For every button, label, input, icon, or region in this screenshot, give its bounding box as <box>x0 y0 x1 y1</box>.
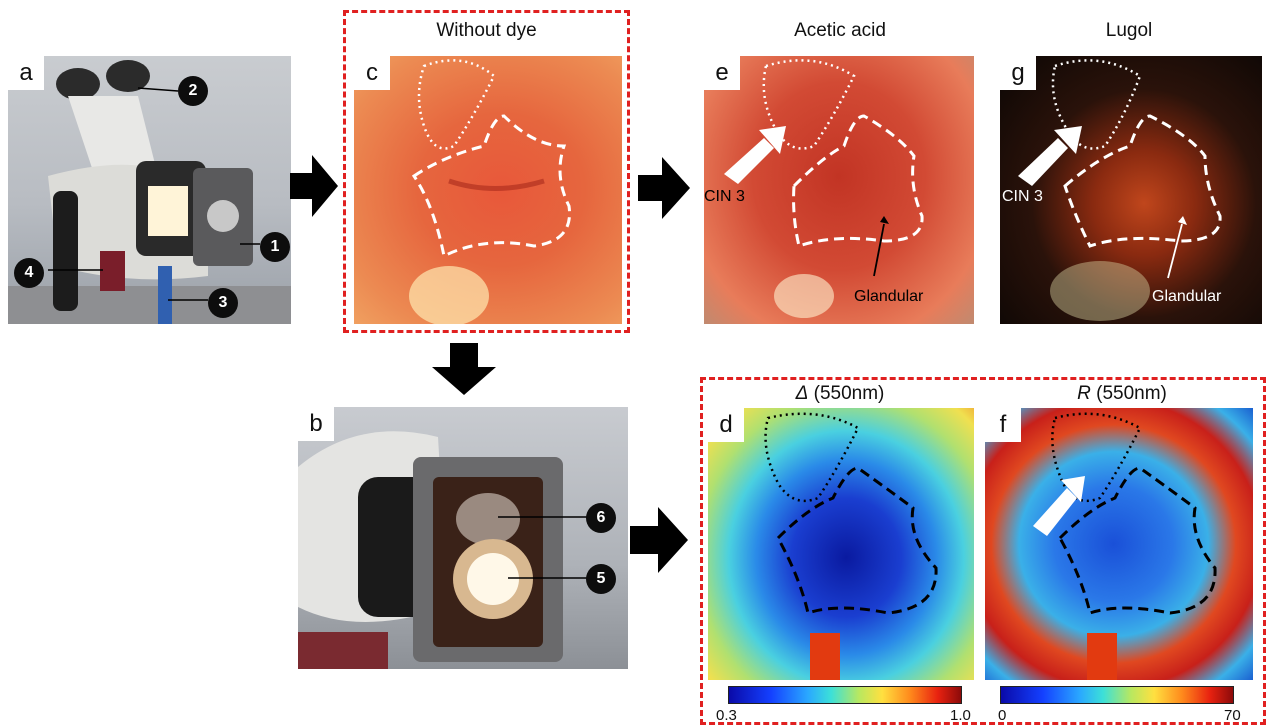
lesion-outline <box>724 59 924 318</box>
caption-f-rest: (550nm) <box>1090 383 1167 404</box>
marker-5: 5 <box>586 564 616 594</box>
marker-4: 4 <box>14 258 44 288</box>
panel-b-letter: b <box>298 407 334 441</box>
panel-d-letter: d <box>708 408 744 442</box>
caption-f-symbol: R <box>1077 383 1091 404</box>
colorbar-f-max: 70 <box>1224 707 1241 724</box>
caption-c: Without dye <box>436 20 537 41</box>
caption-e: Acetic acid <box>794 20 886 41</box>
caption-d: Δ (550nm) <box>705 383 975 405</box>
highlight-box-c <box>343 10 630 333</box>
marker-6: 6 <box>586 503 616 533</box>
panel-g-letter: g <box>1000 56 1036 90</box>
marker-2: 2 <box>178 76 208 106</box>
label-glandular-g: Glandular <box>1152 288 1222 305</box>
panel-a-photo: a 1 2 3 4 <box>8 56 291 324</box>
panel-f-map: f <box>985 408 1253 680</box>
caption-d-symbol: Δ <box>795 383 809 404</box>
colposcope-illustration <box>8 60 291 324</box>
label-cin3-g: CIN 3 <box>1002 188 1043 205</box>
camera-illustration <box>298 431 588 669</box>
lesion-outline <box>409 59 572 324</box>
lesion-outline <box>1033 412 1217 680</box>
panel-b-photo: b 6 5 <box>298 407 628 669</box>
caption-f: R (550nm) <box>982 383 1262 405</box>
panel-g-image: g CIN 3 Glandular <box>1000 56 1262 324</box>
panel-c-image: c <box>354 56 622 324</box>
panel-c-letter: c <box>354 56 390 90</box>
arrow-down-icon <box>432 343 496 395</box>
marker-3: 3 <box>208 288 238 318</box>
lesion-outline <box>764 412 938 680</box>
caption-d-rest: (550nm) <box>808 383 885 404</box>
arrow-right-icon <box>638 157 690 219</box>
label-cin3-e: CIN 3 <box>704 188 745 205</box>
colorbar-d <box>728 686 962 704</box>
caption-g: Lugol <box>1105 20 1153 41</box>
label-glandular-e: Glandular <box>854 288 924 305</box>
panel-f-letter: f <box>985 408 1021 442</box>
panel-e-image: e CIN 3 Glandular <box>704 56 974 324</box>
highlight-box-df <box>700 377 1266 725</box>
panel-d-map: d <box>708 408 974 680</box>
colorbar-f-min: 0 <box>998 707 1007 724</box>
colorbar-d-min: 0.3 <box>716 707 737 724</box>
arrow-right-icon <box>290 155 338 217</box>
marker-1: 1 <box>260 232 290 262</box>
lesion-outline <box>1018 59 1222 321</box>
arrow-right-icon <box>630 507 688 573</box>
colorbar-d-max: 1.0 <box>950 707 971 724</box>
colorbar-f <box>1000 686 1234 704</box>
panel-e-letter: e <box>704 56 740 90</box>
panel-a-letter: a <box>8 56 44 90</box>
